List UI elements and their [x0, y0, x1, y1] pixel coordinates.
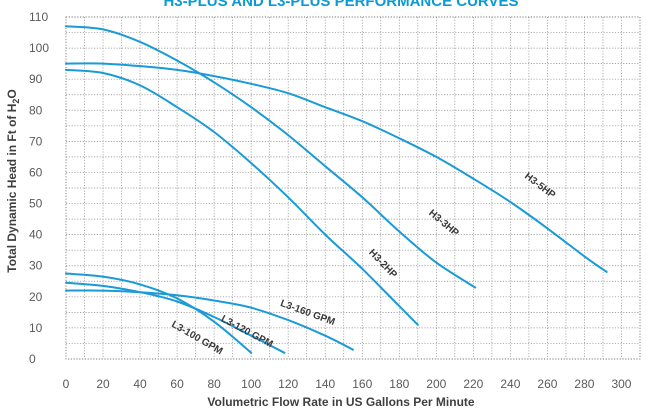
curve-label-h3-2hp: H3-2HP: [366, 247, 399, 280]
curve-l3-100-gpm: [65, 272, 253, 354]
curve-label-h3-5hp: H3-5HP: [522, 171, 557, 201]
y-tick-label: 90: [29, 72, 43, 86]
x-tick-label: 240: [500, 377, 520, 391]
curve-label-l3-160-gpm: L3-160 GPM: [279, 298, 337, 328]
y-tick-label: 100: [29, 41, 49, 55]
curve-h3-2hp: [65, 68, 419, 326]
curve-h3-3hp: [65, 25, 477, 289]
x-axis-label: Volumetric Flow Rate in US Gallons Per M…: [207, 395, 474, 409]
y-tick-label: 50: [29, 197, 43, 211]
x-tick-label: 220: [463, 377, 483, 391]
curve-h3-5hp: [65, 62, 608, 273]
x-tick-label: 140: [315, 377, 335, 391]
curve-l3-120-gpm: [65, 281, 286, 354]
x-tick-label: 180: [389, 377, 409, 391]
y-tick-label: 70: [29, 134, 43, 148]
x-tick-label: 160: [352, 377, 372, 391]
y-tick-label: 20: [29, 290, 43, 304]
x-tick-label: 20: [96, 377, 110, 391]
tick-labels: 0 20 40 60 80 100 120 140 160 180 200 220 240 260 280 3…: [29, 10, 632, 391]
x-tick-label: 80: [207, 377, 221, 391]
curve-label-h3-3hp: H3-3HP: [426, 208, 461, 240]
y-tick-label: 40: [29, 228, 43, 242]
y-tick-label: 110: [29, 10, 48, 24]
x-tick-label: 0: [63, 377, 70, 391]
x-tick-label: 120: [278, 377, 298, 391]
y-axis-label-tail: O: [5, 89, 19, 98]
curve-label-l3-100-gpm: L3-100 GPM: [169, 319, 224, 357]
x-tick-label: 100: [241, 377, 261, 391]
y-axis-label-sub: 2: [11, 99, 21, 104]
x-tick-label: 260: [537, 377, 557, 391]
x-tick-label: 40: [133, 377, 147, 391]
curves: [65, 25, 608, 354]
y-tick-label: 30: [29, 259, 43, 273]
x-tick-label: 300: [611, 377, 631, 391]
x-tick-label: 60: [170, 377, 184, 391]
plot-frame: [65, 16, 641, 360]
chart-title: H3-PLUS AND L3-PLUS PERFORMANCE CURVES: [163, 0, 518, 10]
y-tick-label: 80: [29, 103, 43, 117]
grid: [65, 16, 641, 360]
y-axis-label: Total Dynamic Head in Ft of H2O: [5, 89, 21, 272]
y-axis-label-main: Total Dynamic Head in Ft of H: [5, 104, 19, 273]
curve-l3-160-gpm: [65, 289, 354, 351]
y-tick-label: 0: [29, 352, 36, 366]
x-tick-label: 200: [426, 377, 446, 391]
y-tick-label: 10: [29, 321, 43, 335]
y-tick-label: 60: [29, 165, 43, 179]
x-tick-label: 280: [574, 377, 594, 391]
